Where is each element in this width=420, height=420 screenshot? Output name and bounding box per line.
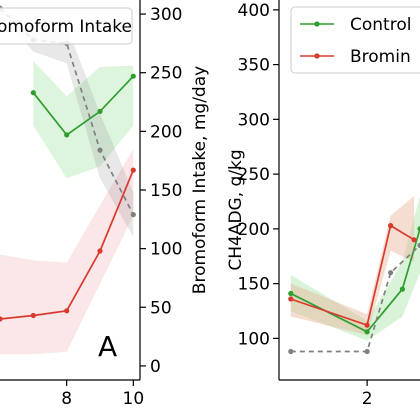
panel-b-y-tick-label-4: 300	[238, 110, 270, 130]
panel-a-point-1-4	[130, 167, 136, 173]
panel-b-y-tick-label-0: 100	[238, 329, 270, 349]
panel-a-point-2-4	[130, 212, 136, 218]
panel-a-legend-box	[0, 7, 133, 45]
panel-a: 0 50 100 150 200 250 300 8 10 omoform Intake A B…	[0, 0, 210, 409]
panel-a-point-2-3	[97, 147, 103, 153]
panel-b-point-0-3	[417, 226, 420, 232]
panel-a-letter: A	[98, 330, 117, 363]
panel-b-point-2-1	[364, 348, 370, 355]
legend-bromin-swatch-marker	[314, 53, 320, 59]
legend-control-swatch-marker	[314, 21, 320, 27]
panel-b-legend: Control Bromin	[290, 6, 420, 74]
panel-a-point-1-3	[97, 248, 103, 254]
panel-b-band-1	[290, 196, 415, 336]
panel-b-point-0-0	[288, 290, 294, 297]
panel-b-point-2-2	[388, 270, 394, 276]
panel-a-right-tick-label-2: 100	[150, 240, 182, 260]
panel-b-band-0	[290, 196, 420, 341]
panel-b-point-2-3	[417, 242, 420, 248]
panel-b-series-line-2	[290, 244, 420, 353]
panel-a-right-axis-label: Bromoform Intake, mg/day	[190, 66, 210, 294]
panel-b-y-tick-label-1: 150	[238, 275, 270, 295]
panel-b-y-tick-label-5: 350	[238, 56, 270, 76]
panel-a-right-tick-label-3: 150	[150, 181, 182, 201]
panel-a-band-1	[0, 149, 134, 355]
panel-a-point-1-1	[30, 312, 36, 319]
panel-a-point-1-0	[0, 316, 3, 322]
panel-a-point-0-1	[64, 132, 70, 138]
panel-b: 100 150 200 250 300 350 400 2 Control Bromin CH…	[226, 0, 420, 409]
panel-b-point-1-0	[288, 296, 294, 302]
panel-a-right-tick-label-1: 50	[150, 298, 172, 318]
panel-a-point-1-2	[64, 308, 70, 314]
panel-a-right-tick-label-5: 250	[150, 64, 182, 84]
panel-b-point-0-1	[364, 329, 370, 335]
panel-a-x-tick-label-1: 10	[123, 389, 145, 409]
panel-b-point-1-1	[364, 322, 370, 328]
panel-a-series-line-0	[32, 75, 134, 137]
panel-a-legend: omoform Intake	[0, 7, 133, 45]
panel-a-band-0	[33, 61, 134, 179]
legend-bromin-label: Bromin	[350, 47, 411, 67]
panel-b-point-1-3	[411, 237, 417, 243]
panel-b-y-tick-label-3: 250	[238, 165, 270, 185]
panel-b-series-line-1	[290, 224, 415, 327]
panel-a-right-tick-label-6: 300	[150, 5, 182, 25]
panel-a-right-tick-label-4: 200	[150, 122, 182, 142]
panel-a-point-0-0	[30, 90, 36, 96]
panel-a-right-tick-label-0: 0	[150, 357, 161, 377]
panel-b-left-axis-label: CH4ADG, g/kg	[226, 149, 246, 270]
panel-b-point-2-0	[288, 348, 294, 355]
panel-a-point-0-2	[97, 108, 103, 114]
panel-a-point-0-3	[130, 73, 136, 79]
legend-control-label: Control	[350, 15, 411, 35]
panel-b-x-tick-label-0: 2	[362, 389, 373, 409]
panel-b-point-1-2	[388, 223, 394, 229]
panel-b-y-tick-label-2: 200	[238, 220, 270, 240]
panel-a-legend-label: omoform Intake	[0, 17, 132, 37]
panel-b-point-0-2	[399, 286, 405, 292]
panel-b-y-tick-label-6: 400	[238, 1, 270, 21]
panel-a-x-tick-label-0: 8	[61, 389, 72, 409]
